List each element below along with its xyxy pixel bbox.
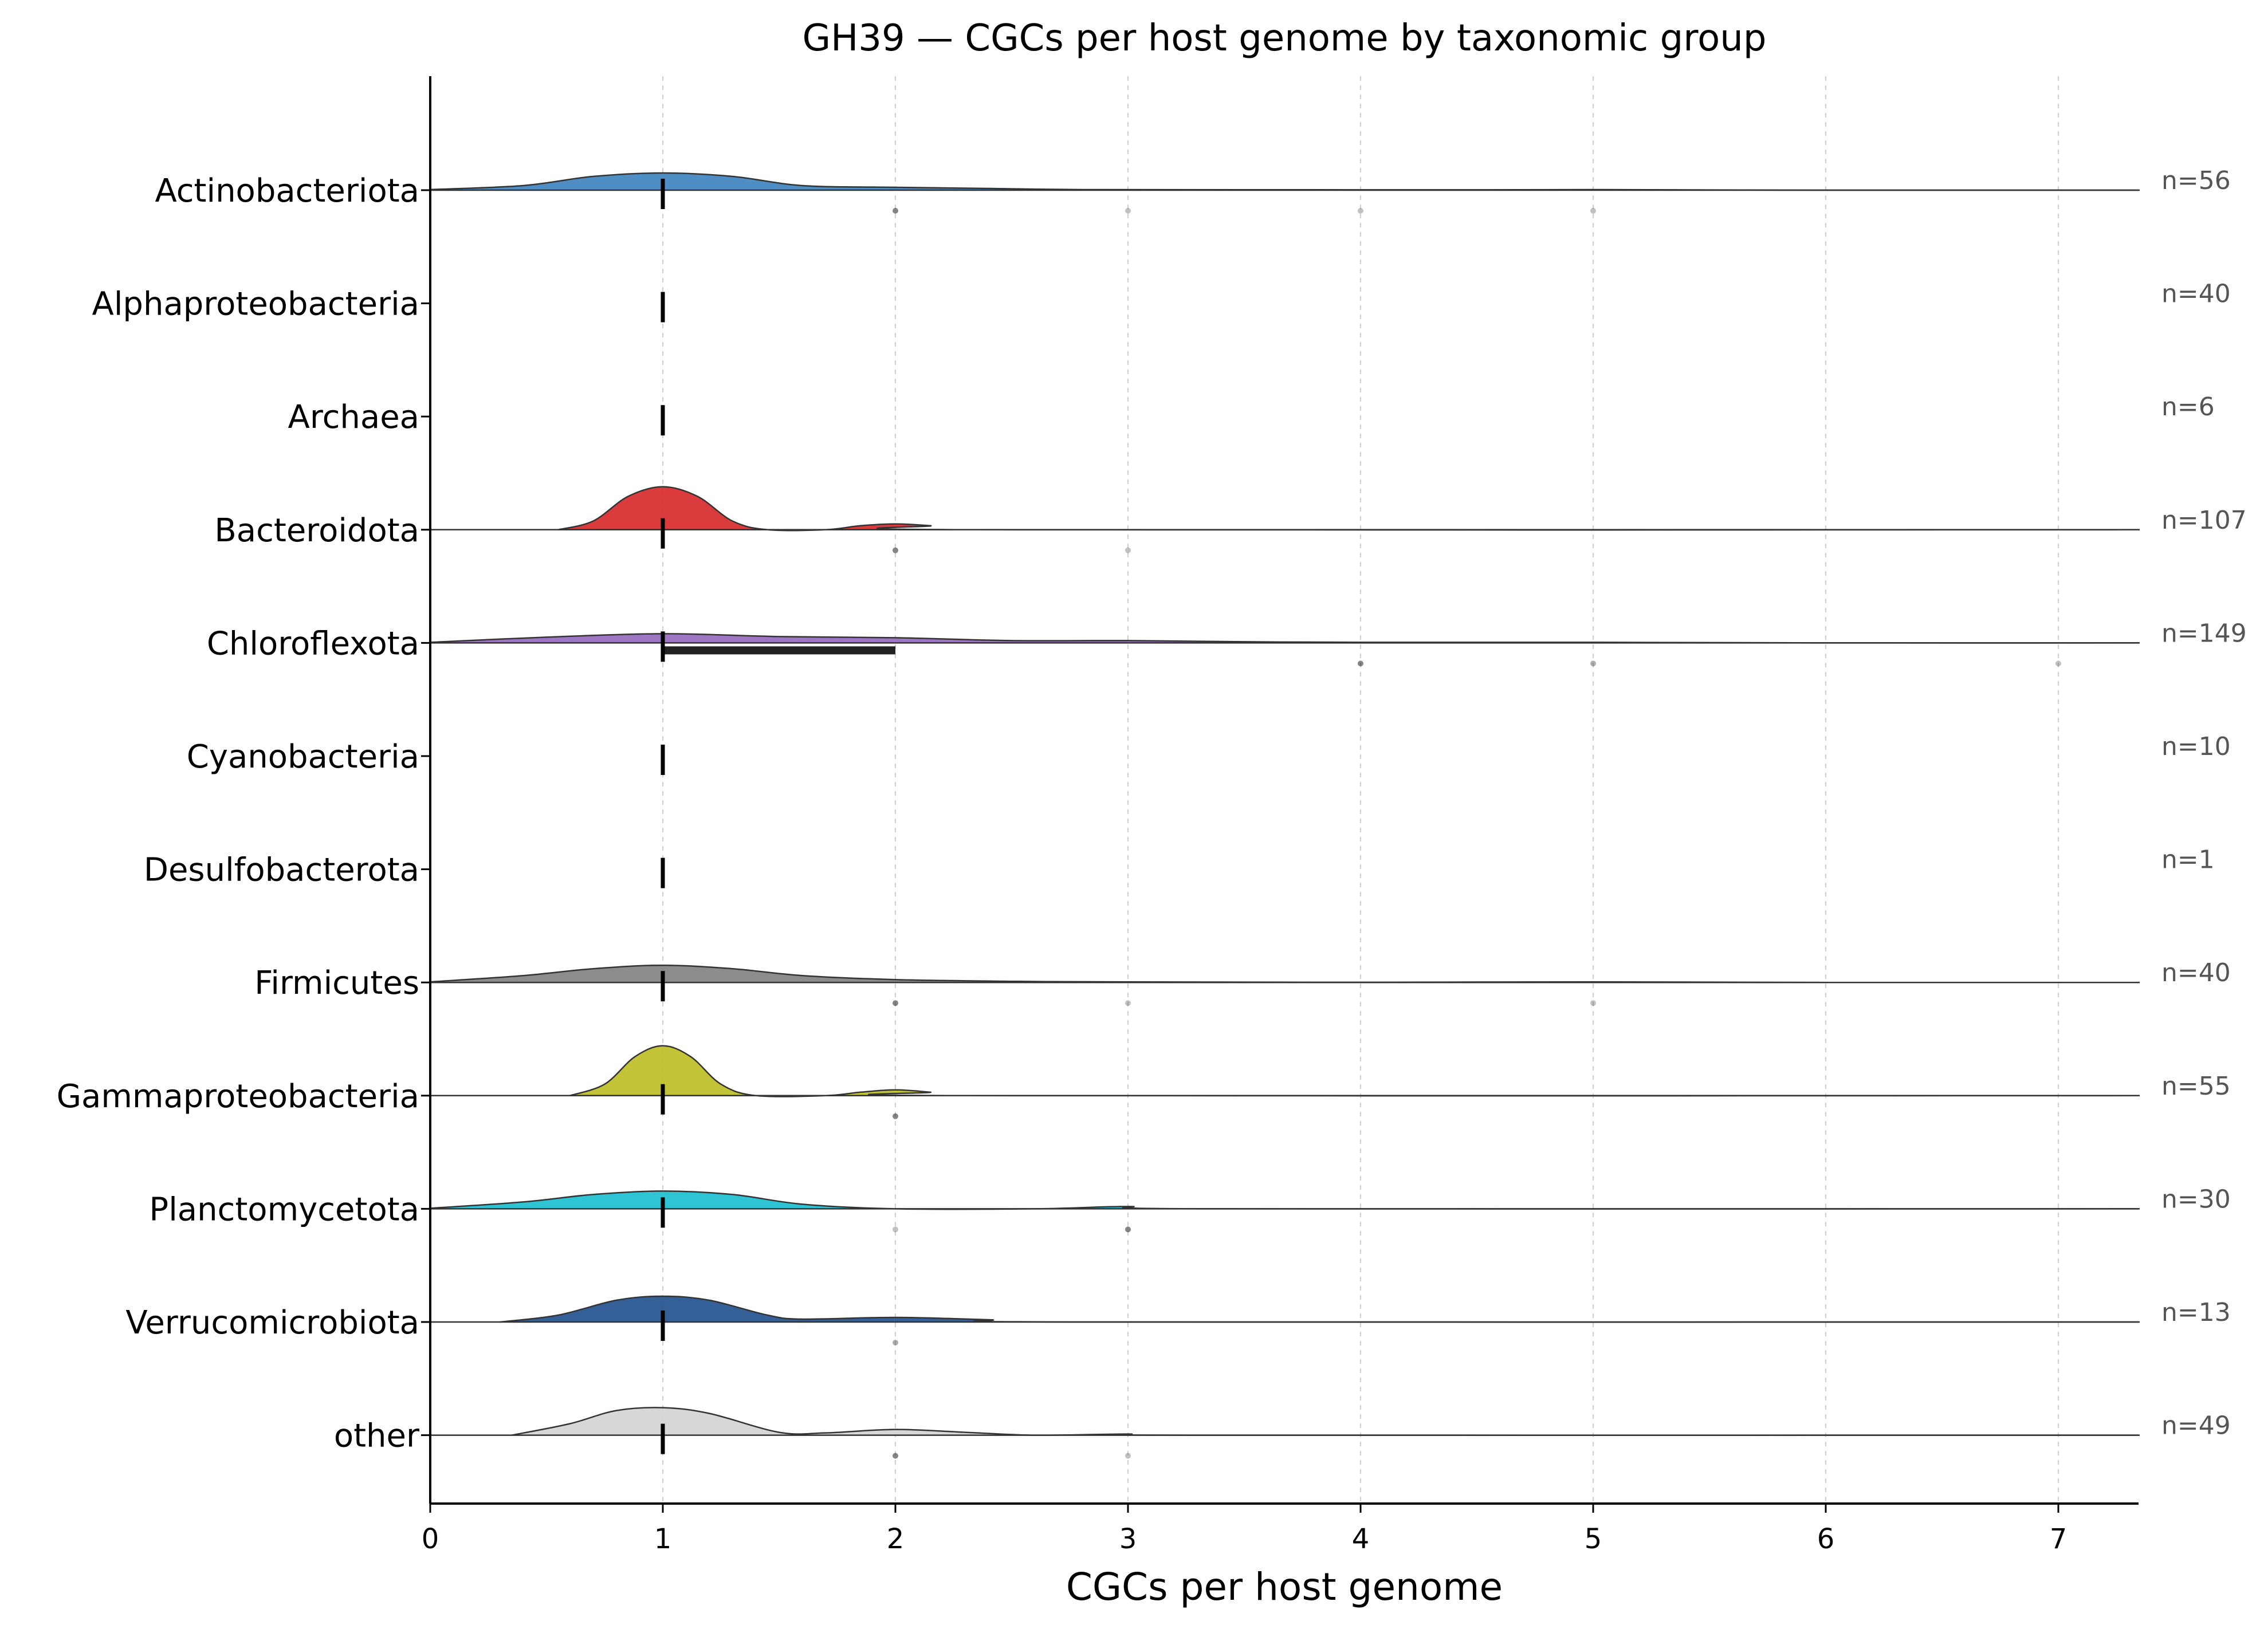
tick-layer: 0 1 2 3 4 5 6 7 Actinobacteriota n=56 Alphaproteob… xyxy=(57,166,2247,1555)
n-count-label: n=40 xyxy=(2161,958,2231,987)
y-tick-label: Bacteroidota xyxy=(214,512,419,549)
n-count-label: n=6 xyxy=(2161,392,2215,422)
x-tick-label: 4 xyxy=(1352,1523,1370,1555)
outlier-point xyxy=(893,1000,898,1006)
n-count-label: n=13 xyxy=(2161,1298,2231,1327)
outlier-point xyxy=(1358,208,1363,214)
outlier-point xyxy=(1590,660,1596,667)
x-tick-label: 2 xyxy=(887,1523,905,1555)
density-fill xyxy=(430,965,2140,983)
iqr-bar xyxy=(663,646,895,655)
x-tick-label: 7 xyxy=(2050,1523,2067,1555)
density-outline xyxy=(430,172,2140,191)
n-count-label: n=1 xyxy=(2161,845,2215,875)
outlier-point xyxy=(1590,208,1596,214)
grid-lines xyxy=(662,76,2059,1504)
density-outline xyxy=(569,1045,2140,1097)
x-tick-label: 5 xyxy=(1585,1523,1602,1555)
density-fill xyxy=(430,173,2140,191)
y-tick-label: Verrucomicrobiota xyxy=(125,1304,419,1341)
y-tick-label: Actinobacteriota xyxy=(155,172,419,210)
density-outline xyxy=(430,1190,2140,1210)
outlier-point xyxy=(1125,547,1131,553)
y-tick-label: Cyanobacteria xyxy=(187,738,419,776)
outlier-point xyxy=(893,547,898,553)
outlier-point xyxy=(1590,1000,1596,1006)
outlier-point xyxy=(1125,1226,1131,1233)
y-tick-label: Gammaproteobacteria xyxy=(57,1078,419,1115)
outlier-point xyxy=(1125,1453,1131,1459)
y-tick-label: Firmicutes xyxy=(254,965,419,1002)
density-outline xyxy=(430,964,2140,983)
n-count-label: n=55 xyxy=(2161,1072,2231,1101)
n-count-label: n=56 xyxy=(2161,166,2231,195)
n-count-label: n=10 xyxy=(2161,732,2231,761)
outlier-point xyxy=(893,1340,898,1345)
x-axis-label: CGCs per host genome xyxy=(1066,1565,1503,1609)
y-tick-label: Alphaproteobacteria xyxy=(92,286,419,323)
outlier-point xyxy=(2055,660,2061,667)
density-fill xyxy=(558,486,2140,531)
n-count-label: n=149 xyxy=(2161,619,2247,648)
density-fill xyxy=(569,1045,2140,1097)
ridge-layer xyxy=(430,172,2140,1459)
density-outline xyxy=(511,1407,2140,1436)
n-count-label: n=107 xyxy=(2161,506,2247,535)
density-outline xyxy=(558,486,2140,532)
density-fill xyxy=(430,634,2140,643)
n-count-label: n=49 xyxy=(2161,1411,2231,1441)
y-tick-label: Desulfobacterota xyxy=(144,852,419,889)
n-count-label: n=30 xyxy=(2161,1185,2231,1214)
y-tick-label: Archaea xyxy=(288,399,419,436)
outlier-point xyxy=(893,1453,898,1459)
x-tick-label: 3 xyxy=(1119,1523,1137,1555)
density-fill xyxy=(430,1191,2140,1210)
y-tick-label: Chloroflexota xyxy=(207,625,419,662)
n-count-label: n=40 xyxy=(2161,280,2231,309)
outlier-point xyxy=(1358,660,1363,667)
density-outline xyxy=(500,1295,2140,1323)
x-tick-label: 6 xyxy=(1817,1523,1835,1555)
x-tick-label: 0 xyxy=(422,1523,439,1555)
axes xyxy=(429,76,2139,1505)
outlier-point xyxy=(1125,208,1131,214)
y-tick-label: other xyxy=(334,1418,420,1455)
outlier-point xyxy=(893,208,898,214)
y-tick-label: Planctomycetota xyxy=(149,1191,419,1228)
outlier-point xyxy=(1125,1000,1131,1006)
chart-title: GH39 — CGCs per host genome by taxonomic… xyxy=(803,17,1767,60)
outlier-point xyxy=(893,1113,898,1119)
outlier-point xyxy=(893,1226,898,1233)
x-tick-label: 1 xyxy=(654,1523,672,1555)
density-fill xyxy=(512,1407,2140,1435)
